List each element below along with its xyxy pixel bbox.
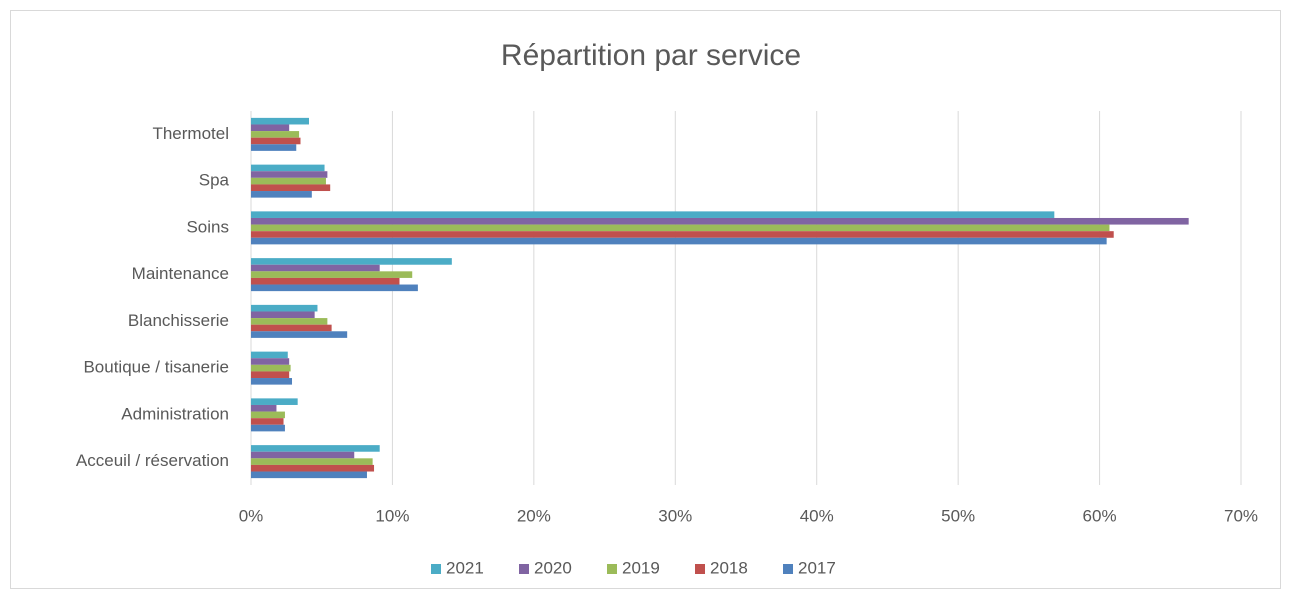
y-tick-label: Boutique / tisanerie xyxy=(83,358,229,377)
y-tick-label: Soins xyxy=(186,217,229,236)
bar xyxy=(251,184,331,192)
chart-title: Répartition par service xyxy=(501,39,801,72)
legend-label: 2020 xyxy=(534,558,572,577)
bar xyxy=(251,258,452,265)
legend-label: 2021 xyxy=(446,558,484,577)
bar xyxy=(251,224,1110,232)
y-tick-label: Thermotel xyxy=(152,124,229,143)
bar xyxy=(251,404,277,412)
bar xyxy=(251,371,290,379)
legend-swatch xyxy=(695,564,705,574)
bar xyxy=(251,171,328,178)
bar xyxy=(251,271,413,278)
bar xyxy=(251,418,284,425)
legend-label: 2017 xyxy=(798,558,836,577)
bar xyxy=(251,351,288,359)
bar xyxy=(251,191,312,198)
bar xyxy=(251,217,1189,225)
bar xyxy=(251,364,291,372)
bar xyxy=(251,464,375,472)
y-tick-label: Blanchisserie xyxy=(128,311,229,330)
bar xyxy=(251,131,300,138)
bar xyxy=(251,211,1055,218)
bar xyxy=(251,177,326,185)
bar xyxy=(251,237,1107,245)
y-tick-label: Acceuil / réservation xyxy=(76,451,229,470)
bar xyxy=(251,164,325,172)
legend-swatch xyxy=(783,564,793,574)
bar xyxy=(251,398,298,405)
bar xyxy=(251,137,301,145)
bar xyxy=(251,378,293,385)
bar xyxy=(251,284,418,292)
x-tick-label: 0% xyxy=(239,506,264,525)
x-tick-label: 60% xyxy=(1083,506,1117,525)
y-tick-label: Administration xyxy=(121,404,229,423)
bar xyxy=(251,264,380,272)
bar xyxy=(251,411,285,419)
legend-label: 2018 xyxy=(710,558,748,577)
bar xyxy=(251,318,328,325)
x-tick-label: 70% xyxy=(1224,506,1258,525)
x-tick-label: 20% xyxy=(517,506,551,525)
legend-swatch xyxy=(607,564,617,574)
y-tick-label: Maintenance xyxy=(132,264,229,283)
bar xyxy=(251,424,285,432)
bar xyxy=(251,304,318,312)
bar xyxy=(251,458,373,465)
bar xyxy=(251,231,1114,238)
bar xyxy=(251,324,332,332)
x-tick-label: 50% xyxy=(941,506,975,525)
legend-label: 2019 xyxy=(622,558,660,577)
bar xyxy=(251,451,355,459)
bar xyxy=(251,117,309,125)
bar xyxy=(251,124,290,132)
bar xyxy=(251,144,297,151)
bar xyxy=(251,445,380,452)
chart-frame xyxy=(10,10,1281,589)
bar xyxy=(251,358,290,365)
y-tick-label: Spa xyxy=(199,171,230,190)
x-tick-label: 40% xyxy=(800,506,834,525)
x-tick-label: 10% xyxy=(375,506,409,525)
bar xyxy=(251,311,315,319)
x-tick-label: 30% xyxy=(658,506,692,525)
legend-swatch xyxy=(519,564,529,574)
bar xyxy=(251,471,367,479)
legend-swatch xyxy=(431,564,441,574)
bar xyxy=(251,331,348,338)
bar xyxy=(251,277,400,285)
